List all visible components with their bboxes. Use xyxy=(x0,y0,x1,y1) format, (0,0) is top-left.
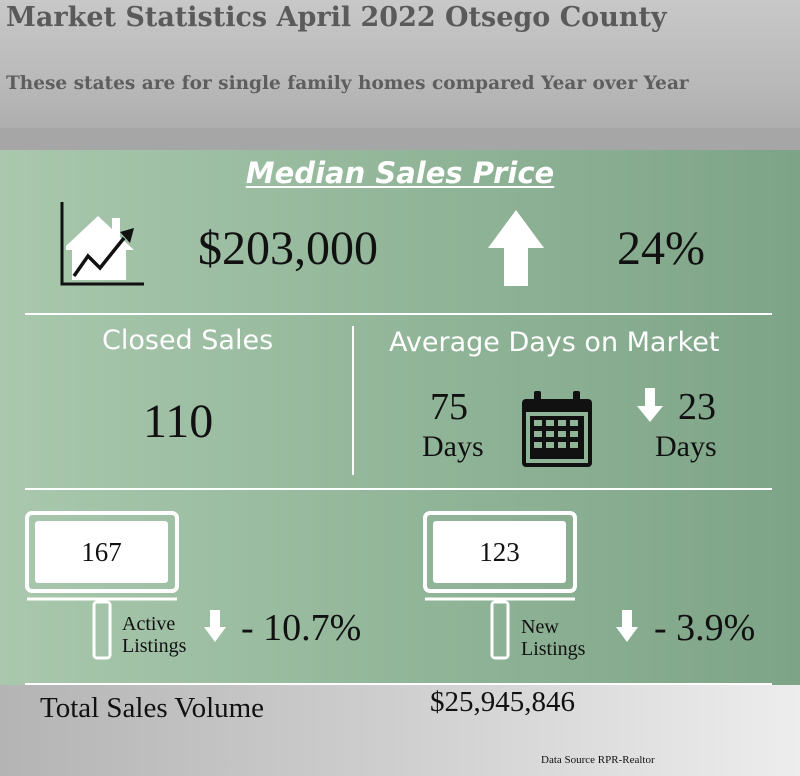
arrow-up-icon xyxy=(488,210,544,286)
new-listings-value: 123 xyxy=(479,537,520,567)
stats-panel xyxy=(0,150,800,685)
total-sales-volume-value: $25,945,846 xyxy=(430,686,575,718)
days-change-unit: Days xyxy=(655,430,717,463)
arrow-down-icon xyxy=(616,610,638,642)
days-on-market-label: Average Days on Market xyxy=(389,327,720,358)
days-on-market-value: 75 xyxy=(430,386,468,428)
active-listings-value: 167 xyxy=(81,537,122,567)
divider xyxy=(25,488,772,490)
days-change-value: 23 xyxy=(678,386,716,428)
vertical-divider xyxy=(352,326,354,475)
new-listings-change: - 3.9% xyxy=(654,607,756,649)
header-band: Market Statistics April 2022 Otsego Coun… xyxy=(0,0,800,150)
header-shade xyxy=(0,128,800,150)
new-listings-label-line1: New xyxy=(521,616,559,638)
divider xyxy=(25,683,772,685)
median-sales-price-heading: Median Sales Price xyxy=(245,156,555,190)
sign-board-icon xyxy=(423,511,577,660)
active-listings-change: - 10.7% xyxy=(241,607,362,649)
page-subtitle: These states are for single family homes… xyxy=(6,73,689,94)
sign-board-icon xyxy=(25,511,179,660)
footer-band xyxy=(0,685,800,776)
data-source-note: Data Source RPR-Realtor xyxy=(541,754,655,766)
active-listings-label-line1: Active xyxy=(122,613,176,635)
arrow-down-icon xyxy=(204,610,226,642)
closed-sales-label: Closed Sales xyxy=(102,325,274,356)
divider xyxy=(25,313,772,315)
page-title: Market Statistics April 2022 Otsego Coun… xyxy=(6,2,667,33)
arrow-down-icon xyxy=(637,388,663,422)
calendar-icon xyxy=(522,391,592,467)
closed-sales-value: 110 xyxy=(143,395,214,448)
median-price-value: $203,000 xyxy=(198,222,378,275)
active-listings-label-line2: Listings xyxy=(122,635,187,657)
median-price-change: 24% xyxy=(617,222,705,275)
total-sales-volume-label: Total Sales Volume xyxy=(40,692,265,724)
days-on-market-unit: Days xyxy=(422,430,484,463)
new-listings-label-line2: Listings xyxy=(521,638,586,660)
house-rising-chart-icon xyxy=(60,202,144,286)
